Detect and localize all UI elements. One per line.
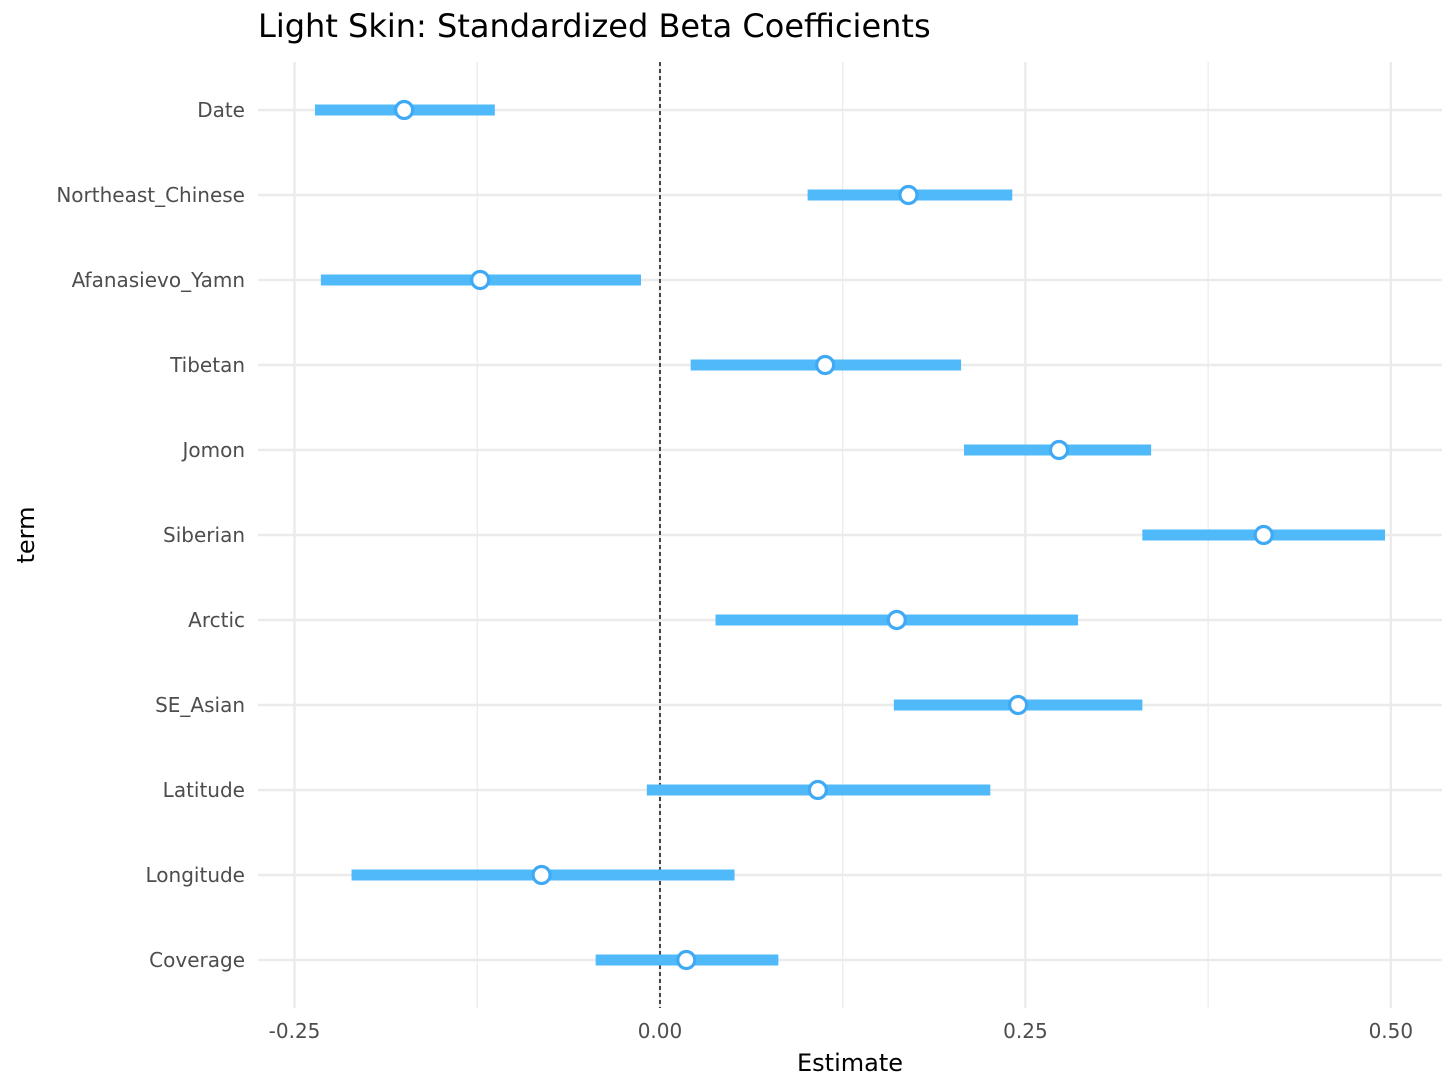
y-tick-label-siberian: Siberian (163, 523, 245, 547)
x-tick-labels: -0.25 0.00 0.25 0.50 (269, 1019, 1413, 1043)
estimate-point-longitude (531, 864, 552, 886)
y-tick-label-date: Date (197, 98, 245, 122)
estimate-point-afanasievo-yamn (470, 269, 491, 291)
estimate-point-date (394, 99, 415, 121)
x-axis-title: Estimate (797, 1049, 903, 1077)
estimate-point-latitude (807, 779, 828, 801)
chart-title: Light Skin: Standardized Beta Coefficien… (258, 7, 931, 45)
y-tick-labels: Date Northeast_Chinese Afanasievo_Yamn Tibe… (56, 98, 245, 972)
x-tick-label: -0.25 (269, 1019, 321, 1043)
y-tick-label-jomon: Jomon (180, 438, 245, 462)
estimate-point-coverage (676, 949, 697, 971)
y-tick-label-latitude: Latitude (163, 778, 245, 802)
x-tick-label: 0.50 (1369, 1019, 1414, 1043)
estimate-point-northeast-chinese (898, 184, 919, 206)
y-tick-label-coverage: Coverage (149, 948, 245, 972)
y-tick-label-afanasievo-yamn: Afanasievo_Yamn (72, 268, 245, 292)
estimate-point-jomon (1048, 439, 1070, 461)
y-axis-title: term (12, 507, 40, 564)
y-tick-label-se-asian: SE_Asian (155, 693, 245, 717)
coefficient-marks (315, 99, 1385, 971)
estimate-point-tibetan (815, 354, 836, 376)
x-tick-label: 0.00 (638, 1019, 683, 1043)
estimate-point-arctic (886, 609, 907, 631)
estimate-point-se-asian (1007, 694, 1029, 716)
estimate-point-siberian (1253, 524, 1274, 546)
y-tick-label-longitude: Longitude (146, 863, 245, 887)
y-tick-label-northeast-chinese: Northeast_Chinese (56, 183, 245, 207)
x-tick-label: 0.25 (1003, 1019, 1048, 1043)
y-tick-label-arctic: Arctic (188, 608, 245, 632)
y-tick-label-tibetan: Tibetan (169, 353, 245, 377)
